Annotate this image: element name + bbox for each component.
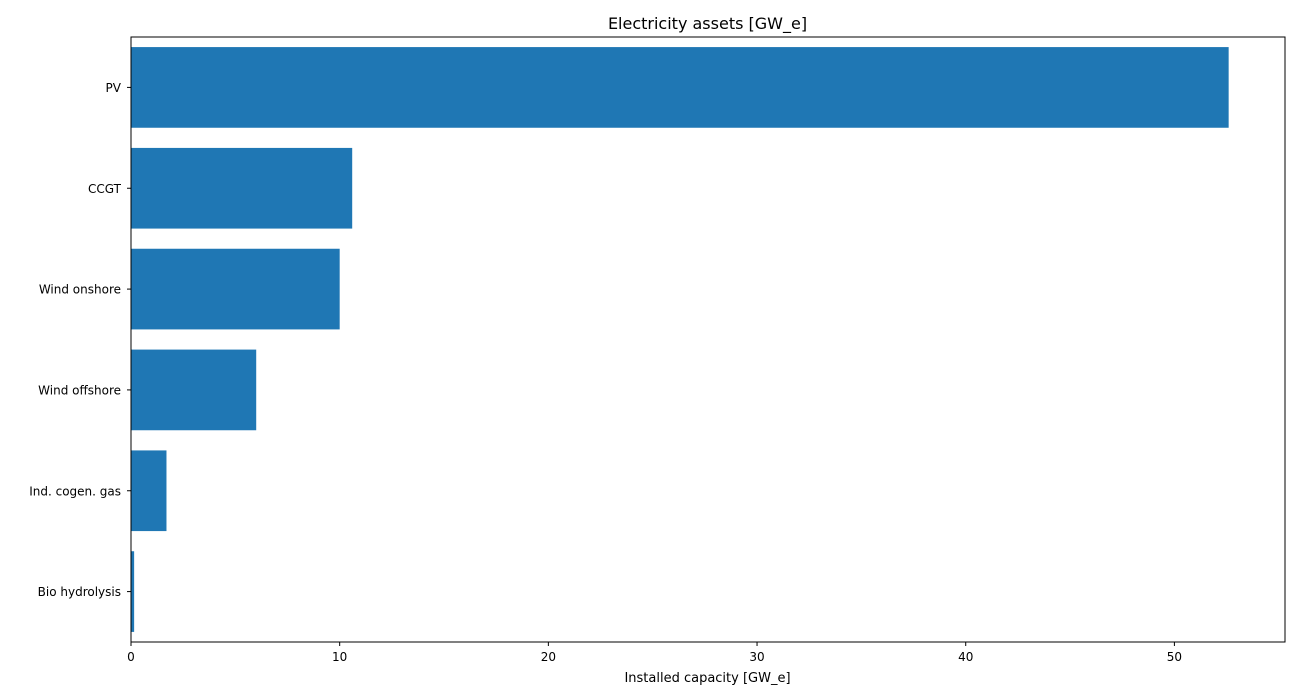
x-tick-label: 40 bbox=[958, 650, 973, 664]
y-tick-label-ind-cogen-gas: Ind. cogen. gas bbox=[29, 484, 121, 498]
y-tick-label-wind-onshore: Wind onshore bbox=[39, 283, 121, 297]
x-tick-label: 30 bbox=[749, 650, 764, 664]
bar-wind-onshore bbox=[131, 248, 340, 330]
bar-pv bbox=[131, 47, 1229, 128]
ticks-layer: PV CCGT Wind onshore Wind offshore Ind. coge… bbox=[29, 81, 1182, 664]
x-tick-label: 10 bbox=[332, 650, 347, 664]
bar-ccgt bbox=[131, 147, 353, 229]
x-axis-label: Installed capacity [GW_e] bbox=[624, 671, 790, 686]
chart-title: Electricity assets [GW_e] bbox=[608, 14, 807, 34]
x-tick-label: 0 bbox=[127, 650, 135, 664]
bar-wind-offshore bbox=[131, 349, 257, 431]
x-tick-label: 20 bbox=[541, 650, 556, 664]
bar-bio-hydrolysis bbox=[131, 551, 135, 632]
bar-ind-cogen-gas bbox=[131, 450, 167, 532]
y-tick-label-ccgt: CCGT bbox=[88, 182, 122, 196]
x-tick-label: 50 bbox=[1167, 650, 1182, 664]
y-tick-label-pv: PV bbox=[106, 81, 122, 95]
plot-frame bbox=[130, 36, 1286, 643]
y-tick-label-bio-hydrolysis: Bio hydrolysis bbox=[38, 585, 121, 599]
bars-layer bbox=[131, 47, 1229, 632]
axes-layer bbox=[130, 36, 1286, 643]
y-tick-label-wind-offshore: Wind offshore bbox=[38, 383, 121, 397]
